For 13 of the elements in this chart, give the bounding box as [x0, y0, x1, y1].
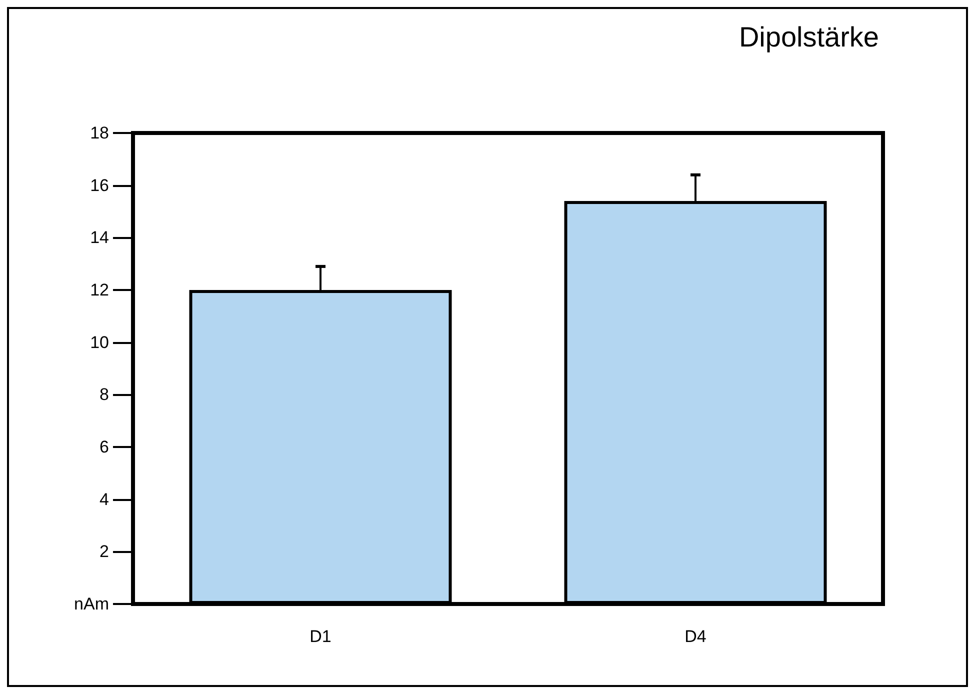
y-tick-label: 4: [100, 490, 109, 509]
y-tick-label: 18: [90, 124, 109, 142]
y-tick-label: nAm: [74, 594, 109, 614]
y-tick-label: 10: [90, 332, 109, 352]
x-tick-label: D1: [310, 627, 332, 646]
chart-title: Dipolstärke: [738, 22, 880, 52]
x-tick-label: D4: [684, 627, 706, 646]
y-tick-label: 16: [90, 176, 109, 195]
y-tick-label: 12: [90, 280, 109, 300]
y-tick-label: 8: [100, 385, 109, 404]
y-tick-label: 6: [100, 438, 109, 456]
y-tick-label: 14: [90, 228, 109, 248]
y-tick-label: 2: [100, 542, 109, 562]
